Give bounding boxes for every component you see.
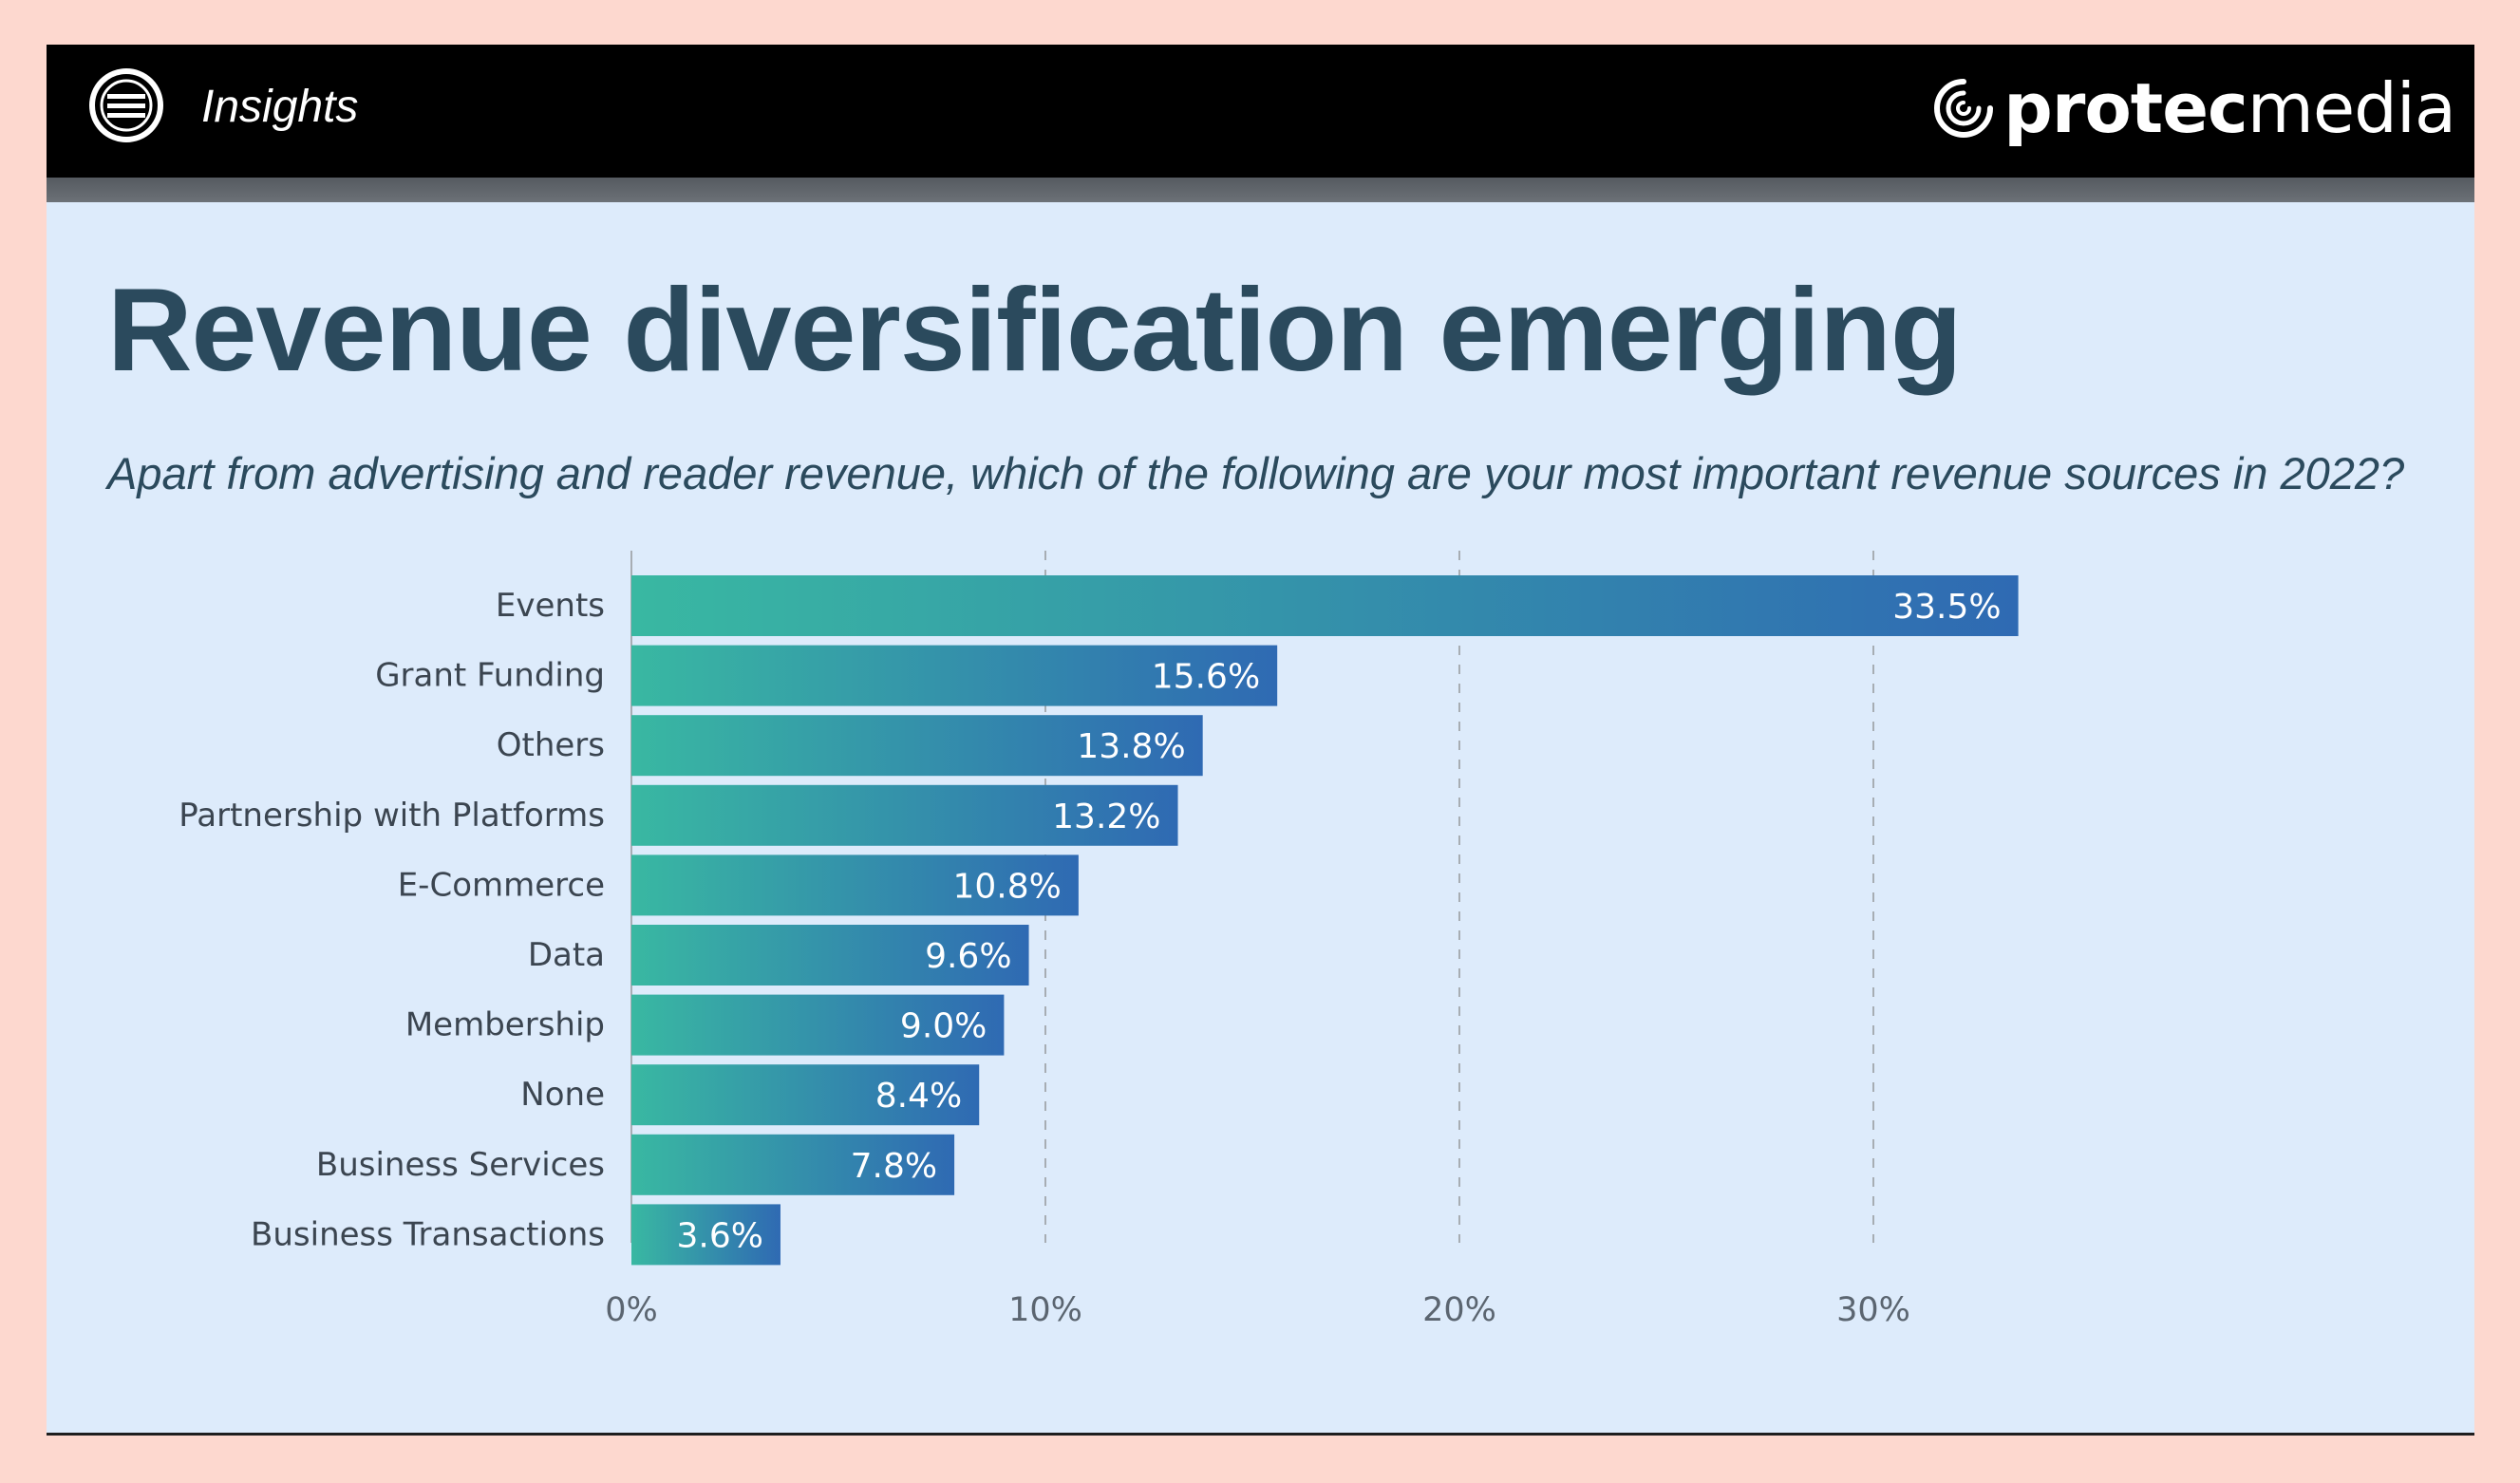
bar <box>631 1204 780 1266</box>
bar-value-label: 15.6% <box>1152 658 1260 697</box>
bar <box>631 715 1203 777</box>
x-tick-label: 0% <box>605 1291 658 1329</box>
bar-value-label: 7.8% <box>851 1147 937 1186</box>
bar-value-label: 13.2% <box>1052 798 1160 836</box>
protecmedia-swirl-icon <box>1934 79 1994 138</box>
bar <box>631 1134 955 1195</box>
bar <box>631 645 1278 706</box>
bar <box>631 925 1029 986</box>
wan-ifra-logo-icon <box>89 68 163 142</box>
bar-value-label: 13.8% <box>1077 727 1185 766</box>
category-label: Grant Funding <box>375 657 605 695</box>
bar-value-label: 9.0% <box>900 1007 987 1046</box>
category-label: Events <box>496 587 605 625</box>
header-bar: Insights protecmedia <box>47 45 2474 178</box>
bar <box>631 784 1178 846</box>
x-tick-label: 10% <box>1008 1291 1082 1329</box>
category-label: Business Transactions <box>251 1215 605 1253</box>
bar-chart: 33.5% 15.6% 13.8% 13.2% 10.8% 9.6% 9.0% 8.4% 7.8… <box>179 551 2019 1329</box>
slide: Insights protecmedia Revenue diversifica… <box>47 45 2474 1436</box>
category-label: Others <box>497 726 605 764</box>
bar-value-label: 10.8% <box>953 867 1062 906</box>
bar-value-label: 8.4% <box>875 1077 962 1116</box>
category-label: Business Services <box>316 1146 605 1184</box>
brand-logo: protecmedia <box>1929 66 2456 151</box>
bar <box>631 994 1005 1056</box>
bar <box>631 575 2019 636</box>
category-label: E-Commerce <box>398 866 605 904</box>
bar-value-label: 33.5% <box>1892 588 2001 627</box>
category-label: Membership <box>405 1006 605 1044</box>
category-label: Data <box>528 936 605 974</box>
bar-value-label: 9.6% <box>925 937 1011 976</box>
x-tick-label: 20% <box>1422 1291 1496 1329</box>
header-shadow <box>47 178 2474 202</box>
brand-name-light: media <box>2247 68 2456 148</box>
slide-subtitle: Apart from advertising and reader revenu… <box>107 448 2405 498</box>
x-tick-label: 30% <box>1836 1291 1910 1329</box>
bar-value-label: 3.6% <box>676 1216 762 1255</box>
category-label: Partnership with Platforms <box>179 797 605 835</box>
bars: 33.5% 15.6% 13.8% 13.2% 10.8% 9.6% 9.0% 8.4% 7.8… <box>631 575 2019 1266</box>
bar <box>631 1064 980 1126</box>
slide-title: Revenue diversification emerging <box>107 265 1963 396</box>
category-label: None <box>520 1076 605 1114</box>
bar <box>631 854 1079 916</box>
brand-name-strong: protec <box>2003 68 2247 148</box>
category-labels: Events Grant Funding Others Partnership wit… <box>179 587 605 1253</box>
section-label: Insights <box>201 82 359 132</box>
x-axis-ticks: 0% 10% 20% 30% <box>605 1291 1910 1329</box>
